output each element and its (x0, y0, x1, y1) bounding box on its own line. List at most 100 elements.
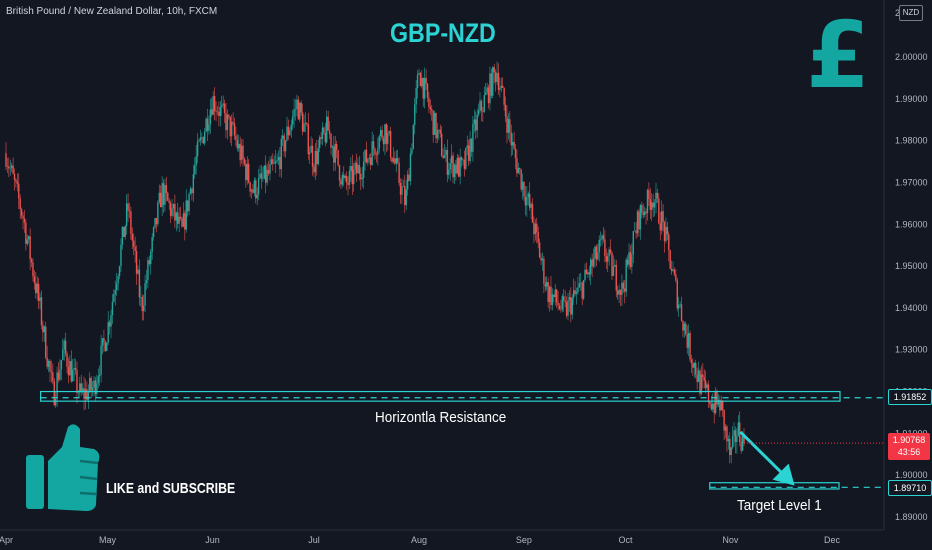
candle-body (609, 249, 612, 253)
candle-body (452, 155, 454, 178)
candle-body (91, 387, 94, 391)
candle-body (314, 150, 317, 173)
candle-body (277, 157, 280, 161)
candle-body (693, 362, 696, 368)
y-tick-label: 1.93000 (895, 345, 928, 355)
candle-body (652, 202, 654, 208)
candle-body (331, 146, 334, 148)
candle-body (641, 205, 643, 213)
candle-body (226, 114, 229, 131)
candle-body (382, 138, 385, 145)
candle-body (324, 132, 327, 143)
candle-body (511, 141, 514, 146)
candle-body (124, 225, 126, 237)
candle-body (433, 113, 436, 135)
y-tick-label: 1.98000 (895, 136, 928, 146)
candle-body (584, 269, 586, 281)
candle-body (199, 137, 202, 141)
candle-body (161, 183, 163, 208)
candle-body (649, 199, 652, 210)
candle-body (502, 85, 504, 88)
candle-body (283, 135, 285, 152)
candle-body (648, 189, 650, 200)
candle-body (448, 169, 450, 175)
candle-body (423, 77, 426, 99)
candle-body (727, 438, 730, 442)
x-tick-label: Apr (0, 535, 13, 545)
candle-body (242, 145, 244, 159)
candle-body (218, 111, 220, 117)
target-arrow-shaft (739, 431, 786, 477)
candle-body (719, 399, 721, 411)
candle-body (467, 145, 470, 161)
candle-body (685, 323, 687, 335)
candle-body (638, 211, 640, 230)
candle-body (115, 283, 118, 291)
currency-badge[interactable]: NZD (899, 5, 923, 21)
candle-body (70, 361, 72, 382)
candle-body (158, 192, 160, 203)
candle-body (284, 140, 287, 152)
candle-body (690, 359, 693, 364)
candle-body (394, 158, 396, 164)
candle-body (290, 124, 292, 131)
candle-body (355, 162, 358, 174)
candle-body (69, 361, 71, 376)
candle-body (323, 127, 325, 133)
candle-body (203, 131, 206, 144)
candle-body (272, 159, 274, 164)
candle-body (456, 157, 459, 174)
candle-body (12, 165, 14, 174)
candle-body (9, 167, 11, 169)
candle-body (341, 174, 344, 185)
candle-body (296, 99, 298, 110)
candle-body (662, 211, 664, 222)
candle-body (575, 292, 578, 294)
candle-body (517, 168, 520, 174)
candle-body (80, 383, 82, 392)
candle-body (265, 165, 267, 183)
candle-body (134, 246, 136, 252)
candle-body (350, 165, 352, 171)
candle-body (389, 131, 392, 158)
candle-body (628, 252, 630, 265)
candle-body (238, 143, 240, 149)
candle-body (216, 111, 219, 113)
candle-body (121, 226, 124, 245)
candle-body (473, 119, 476, 124)
candle-body (154, 218, 156, 228)
candle-body (702, 374, 704, 378)
x-tick-label: Sep (516, 535, 532, 545)
candle-body (547, 282, 549, 302)
candle-body (370, 157, 372, 166)
candle-body (267, 169, 270, 174)
candle-body (365, 149, 368, 163)
candle-body (47, 360, 50, 367)
candle-body (692, 363, 694, 368)
candle-body (548, 286, 551, 302)
candle-body (320, 137, 322, 139)
candle-body (399, 182, 402, 195)
candle-body (87, 390, 90, 400)
candle-body (304, 122, 307, 124)
candle-body (344, 175, 346, 179)
candle-body (416, 74, 419, 89)
candle-body (530, 203, 532, 208)
candle-body (279, 157, 281, 170)
candle-body (354, 162, 356, 170)
candle-body (574, 290, 576, 294)
candle-body (625, 259, 627, 292)
candle-body (707, 384, 710, 402)
candle-body (678, 304, 680, 309)
x-tick-label: Aug (411, 535, 427, 545)
target-label: Target Level 1 (737, 497, 822, 514)
candle-body (572, 290, 575, 298)
symbol-description[interactable]: British Pound / New Zealand Dollar, 10h,… (6, 6, 218, 17)
candle-body (482, 111, 484, 112)
candle-body (450, 155, 453, 164)
candle-body (338, 165, 341, 181)
candle-body (460, 157, 463, 161)
candle-body (54, 398, 57, 406)
